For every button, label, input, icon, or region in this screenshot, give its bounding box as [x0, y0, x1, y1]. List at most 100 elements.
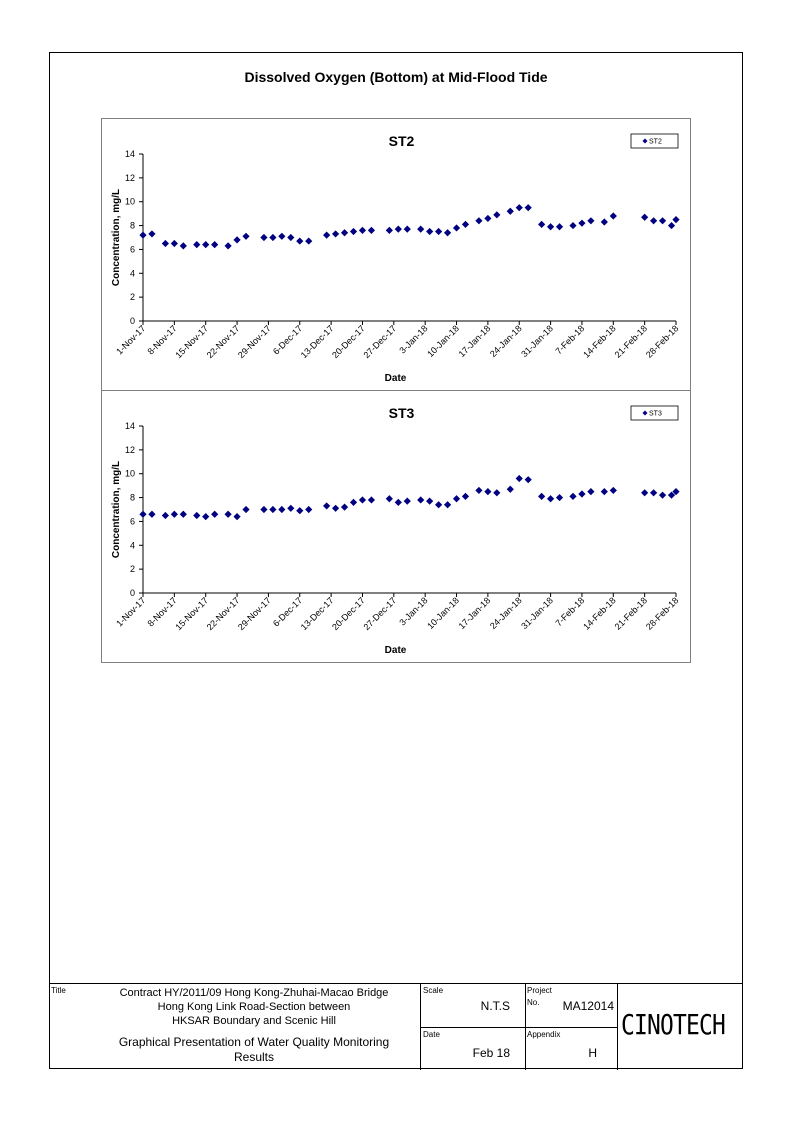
data-point [403, 225, 411, 233]
title-label: Title [51, 986, 66, 995]
x-tick-label: 28-Feb-18 [644, 595, 680, 631]
data-point [269, 505, 277, 514]
data-point [394, 498, 402, 506]
data-point [323, 231, 331, 239]
scale-label: Scale [423, 986, 444, 995]
drawing-title: Graphical Presentation of Water Quality … [89, 1035, 419, 1065]
data-point [287, 233, 295, 242]
data-point [417, 225, 425, 233]
data-point [672, 216, 680, 224]
legend-marker [642, 410, 648, 416]
x-tick-label: 17-Jan-18 [457, 323, 493, 359]
data-point [394, 225, 402, 233]
y-tick-label: 0 [130, 316, 135, 326]
data-point [515, 474, 523, 483]
data-point [506, 207, 514, 215]
x-tick-label: 14-Feb-18 [581, 595, 617, 631]
data-point [139, 231, 147, 239]
data-point [224, 510, 232, 518]
x-tick-label: 1-Nov-17 [114, 595, 147, 628]
data-point [260, 505, 268, 514]
x-tick-label: 20-Dec-17 [330, 323, 367, 360]
data-point [179, 510, 187, 518]
data-point [161, 511, 169, 520]
data-point [296, 237, 304, 245]
data-point [658, 491, 667, 499]
contract-title-line: Contract HY/2011/09 Hong Kong-Zhuhai-Mac… [119, 987, 389, 999]
data-point [650, 217, 658, 225]
data-point [546, 495, 555, 503]
data-point [600, 218, 608, 226]
data-point [367, 496, 376, 504]
y-tick-label: 12 [125, 445, 135, 455]
title-block: Title Contract HY/2011/09 Hong Kong-Zhuh… [49, 983, 743, 1070]
y-tick-label: 14 [125, 421, 135, 431]
data-point [672, 488, 680, 496]
y-tick-label: 4 [130, 540, 135, 550]
x-tick-label: 14-Feb-18 [581, 323, 617, 359]
data-point [650, 489, 658, 497]
tb-divider-4 [420, 1027, 617, 1028]
data-point [202, 513, 210, 521]
x-tick-label: 15-Nov-17 [173, 323, 210, 360]
data-point [658, 217, 667, 225]
x-tick-label: 3-Jan-18 [397, 595, 429, 627]
x-tick-label: 29-Nov-17 [236, 323, 273, 360]
x-tick-label: 21-Feb-18 [613, 323, 649, 359]
data-point [600, 488, 608, 496]
data-point [278, 232, 286, 240]
x-tick-label: 13-Dec-17 [299, 595, 336, 632]
data-point [641, 489, 649, 497]
data-point [475, 486, 483, 495]
page-frame [49, 52, 743, 1069]
x-tick-label: 22-Nov-17 [205, 595, 242, 632]
legend-label: ST2 [649, 139, 662, 146]
data-point [305, 505, 313, 514]
data-point [426, 227, 434, 236]
date-value: Feb 18 [472, 1046, 510, 1060]
y-tick-label: 0 [130, 588, 135, 598]
data-point [367, 226, 376, 234]
x-tick-label: 24-Jan-18 [488, 595, 524, 631]
x-tick-label: 1-Nov-17 [114, 323, 147, 356]
data-point [484, 214, 492, 223]
data-point [667, 221, 676, 230]
data-point [461, 492, 470, 500]
chart-title: ST3 [389, 405, 415, 421]
data-point [385, 495, 393, 503]
data-point [358, 496, 367, 504]
data-point [331, 230, 340, 238]
cinotech-logo: CINOTECH [621, 1008, 726, 1041]
data-point [493, 211, 501, 219]
y-tick-label: 6 [130, 244, 135, 254]
x-axis-label: Date [385, 645, 407, 656]
data-point [538, 220, 546, 228]
y-axis-label: Concentration, mg/L [111, 189, 122, 286]
contract-title: Contract HY/2011/09 Hong Kong-Zhuhai-Mac… [89, 986, 419, 1028]
data-point [349, 498, 358, 506]
appendix-label: Appendix [527, 1030, 561, 1039]
data-point [340, 503, 349, 511]
data-point [139, 510, 147, 518]
data-point [435, 501, 443, 509]
legend-label: ST3 [649, 411, 662, 418]
data-point [475, 217, 483, 225]
data-point [555, 493, 564, 502]
data-point [193, 511, 201, 520]
x-axis-label: Date [385, 373, 407, 384]
data-point [538, 492, 546, 500]
y-tick-label: 14 [125, 149, 135, 159]
x-tick-label: 17-Jan-18 [457, 595, 493, 631]
y-tick-label: 2 [130, 292, 135, 302]
legend-marker [642, 138, 648, 144]
appendix-value: H [588, 1046, 597, 1060]
data-point [385, 226, 393, 234]
data-point [452, 495, 461, 503]
y-tick-label: 6 [130, 516, 135, 526]
data-point [443, 501, 452, 509]
y-tick-label: 2 [130, 564, 135, 574]
data-point [403, 497, 411, 505]
y-tick-label: 12 [125, 173, 135, 183]
data-point [524, 476, 532, 484]
drawing-title-line: Results [233, 1050, 274, 1064]
